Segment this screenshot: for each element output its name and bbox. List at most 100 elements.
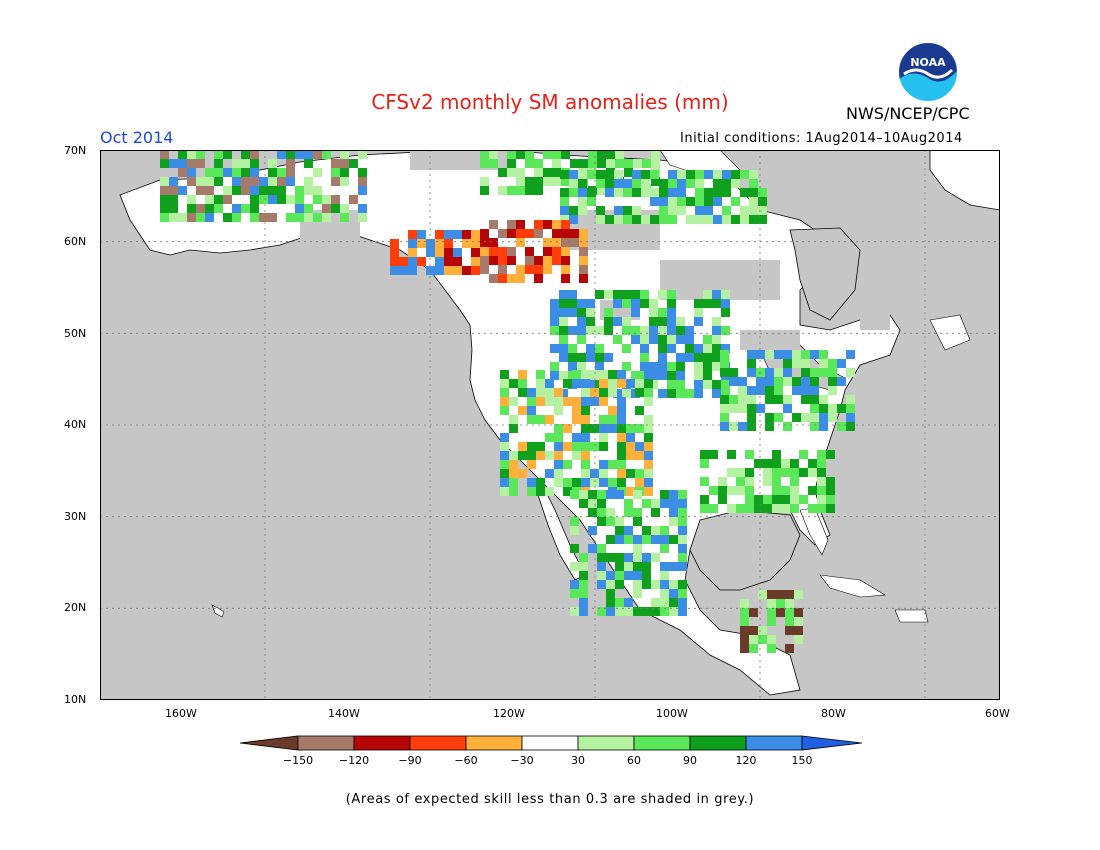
anomaly-cell xyxy=(480,177,489,186)
anomaly-cell xyxy=(444,257,453,266)
anomaly-cell xyxy=(597,508,606,517)
anomaly-cell xyxy=(747,386,756,395)
anomaly-cell xyxy=(606,571,615,580)
anomaly-cell xyxy=(232,168,241,177)
legend-box xyxy=(633,735,691,751)
anomaly-cell xyxy=(500,388,509,397)
anomaly-cell xyxy=(650,197,659,206)
anomaly-cell xyxy=(676,326,685,335)
anomaly-cell xyxy=(525,177,534,186)
anomaly-cell xyxy=(223,195,232,204)
anomaly-cell xyxy=(749,170,758,179)
anomaly-cell xyxy=(241,150,250,159)
anomaly-cell xyxy=(595,326,604,335)
anomaly-cell xyxy=(781,486,790,495)
anomaly-cell xyxy=(837,422,846,431)
anomaly-cell xyxy=(660,598,669,607)
anomaly-cell xyxy=(534,159,543,168)
anomaly-cell xyxy=(390,248,399,257)
anomaly-cell xyxy=(651,177,660,186)
anomaly-cell xyxy=(810,422,819,431)
anomaly-cell xyxy=(599,478,608,487)
anomaly-cell xyxy=(586,326,595,335)
anomaly-cell xyxy=(678,598,687,607)
anomaly-cell xyxy=(313,195,322,204)
anomaly-cell xyxy=(579,562,588,571)
anomaly-cell xyxy=(640,353,649,362)
anomaly-cell xyxy=(606,553,615,562)
anomaly-cell xyxy=(500,370,509,379)
anomaly-cell xyxy=(669,580,678,589)
anomaly-cell xyxy=(534,220,543,229)
anomaly-cell xyxy=(722,170,731,179)
anomaly-cell xyxy=(605,170,614,179)
anomaly-cell xyxy=(545,388,554,397)
anomaly-cell xyxy=(586,344,595,353)
anomaly-cell xyxy=(658,344,667,353)
anomaly-cell xyxy=(817,504,826,513)
gulf-of-mexico xyxy=(689,509,801,591)
anomaly-cell xyxy=(695,179,704,188)
anomaly-cell xyxy=(635,478,644,487)
anomaly-cell xyxy=(295,204,304,213)
anomaly-cell xyxy=(765,386,774,395)
anomaly-cell xyxy=(586,380,595,389)
anomaly-cell xyxy=(399,257,408,266)
anomaly-cell xyxy=(651,553,660,562)
anomaly-cell xyxy=(509,424,518,433)
anomaly-cell xyxy=(660,526,669,535)
anomaly-cell xyxy=(801,359,810,368)
anomaly-cell xyxy=(658,326,667,335)
lon-label-80w: 80W xyxy=(821,707,846,720)
anomaly-cell xyxy=(781,468,790,477)
anomaly-cell xyxy=(729,368,738,377)
anomaly-cell xyxy=(604,353,613,362)
anomaly-cell xyxy=(579,247,588,256)
anomaly-cell xyxy=(747,395,756,404)
anomaly-cell xyxy=(626,379,635,388)
anomaly-cell xyxy=(304,213,313,222)
anomaly-cell xyxy=(713,179,722,188)
anomaly-cell xyxy=(667,299,676,308)
anomaly-cell xyxy=(241,159,250,168)
anomaly-cell xyxy=(613,290,622,299)
anomaly-cell xyxy=(651,499,660,508)
anomaly-cell xyxy=(658,317,667,326)
legend-box xyxy=(689,735,747,751)
anomaly-cell xyxy=(196,177,205,186)
anomaly-cell xyxy=(792,413,801,422)
anomaly-cell xyxy=(810,377,819,386)
anomaly-cell xyxy=(794,635,803,644)
anomaly-cell xyxy=(518,370,527,379)
anomaly-cell xyxy=(736,504,745,513)
anomaly-cell xyxy=(614,170,623,179)
anomaly-cell xyxy=(579,274,588,283)
anomaly-cell xyxy=(774,395,783,404)
anomaly-cell xyxy=(749,644,758,653)
anomaly-cell xyxy=(776,599,785,608)
anomaly-cell xyxy=(644,451,653,460)
anomaly-cell xyxy=(444,230,453,239)
anomaly-cell xyxy=(534,186,543,195)
anomaly-cell xyxy=(599,433,608,442)
anomaly-cell xyxy=(640,299,649,308)
anomaly-cell xyxy=(277,150,286,159)
anomaly-cell xyxy=(729,422,738,431)
anomaly-cell xyxy=(597,159,606,168)
anomaly-cell xyxy=(667,389,676,398)
anomaly-cell xyxy=(390,266,399,275)
anomaly-cell xyxy=(588,526,597,535)
anomaly-cell xyxy=(590,478,599,487)
anomaly-cell xyxy=(700,504,709,513)
anomaly-cell xyxy=(801,413,810,422)
anomaly-cell xyxy=(792,386,801,395)
anomaly-cell xyxy=(340,150,349,159)
anomaly-cell xyxy=(596,170,605,179)
anomaly-cell xyxy=(720,395,729,404)
anomaly-cell xyxy=(232,186,241,195)
anomaly-cell xyxy=(623,188,632,197)
anomaly-cell xyxy=(622,326,631,335)
anomaly-cell xyxy=(756,386,765,395)
anomaly-cell xyxy=(614,215,623,224)
anomaly-cell xyxy=(678,589,687,598)
